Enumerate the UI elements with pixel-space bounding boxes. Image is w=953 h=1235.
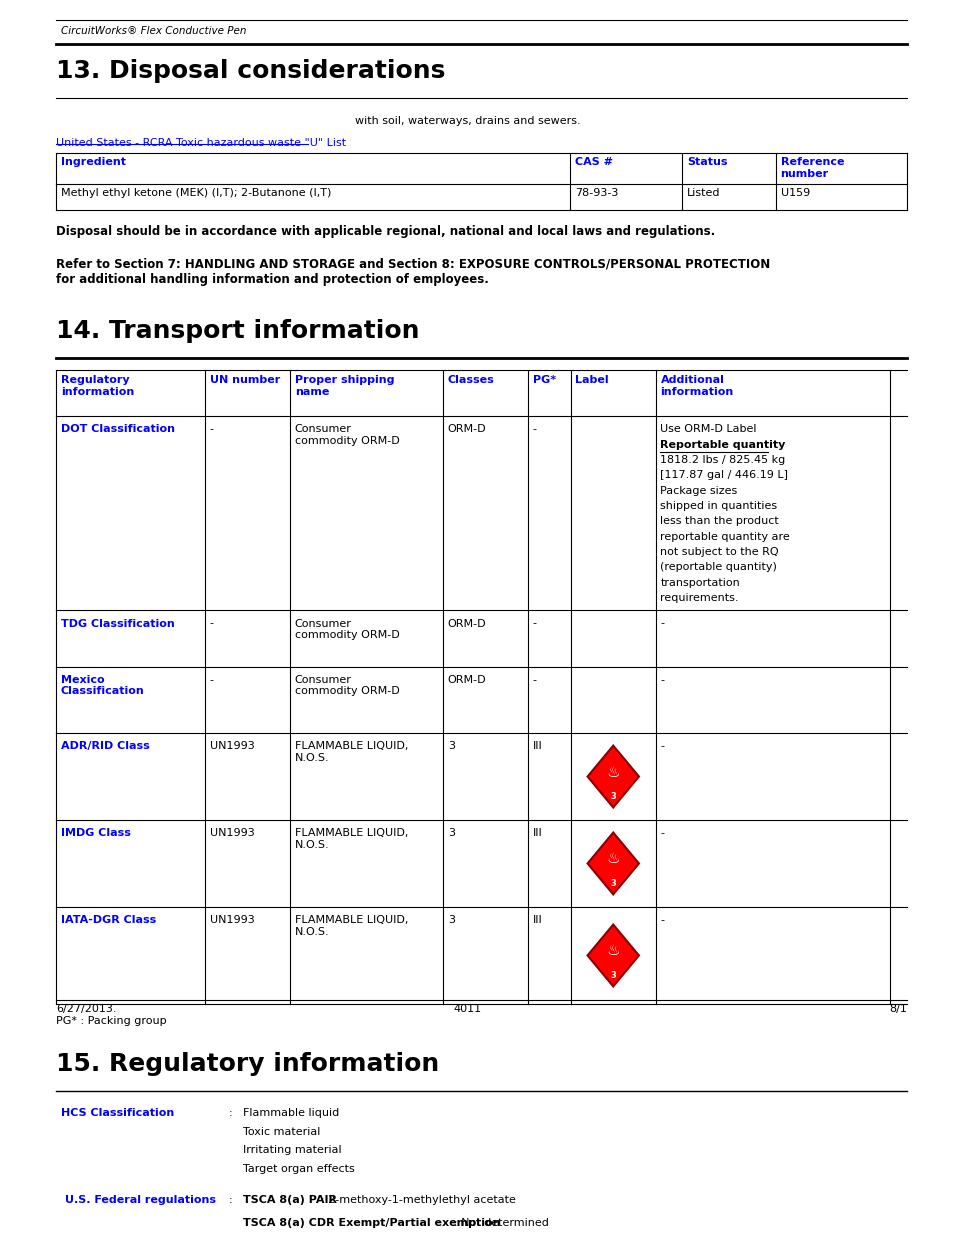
Text: U159: U159	[780, 188, 809, 198]
Text: 78-93-3: 78-93-3	[575, 188, 618, 198]
Text: CAS #: CAS #	[575, 157, 612, 168]
Text: FLAMMABLE LIQUID,
N.O.S.: FLAMMABLE LIQUID, N.O.S.	[294, 829, 408, 850]
Text: UN1993: UN1993	[210, 741, 254, 751]
Text: -: -	[533, 425, 537, 435]
Text: 8/1: 8/1	[888, 1004, 905, 1014]
Text: HCS Classification: HCS Classification	[61, 1108, 173, 1119]
Text: -: -	[210, 674, 213, 685]
Text: Additional
information: Additional information	[659, 375, 733, 396]
Text: Proper shipping
name: Proper shipping name	[294, 375, 394, 396]
Text: U.S. Federal regulations: U.S. Federal regulations	[66, 1195, 216, 1205]
Text: Reference
number: Reference number	[780, 157, 843, 179]
Text: III: III	[533, 741, 542, 751]
Text: Mexico
Classification: Mexico Classification	[61, 674, 144, 697]
Text: Status: Status	[686, 157, 727, 168]
Text: Disposal should be in accordance with applicable regional, national and local la: Disposal should be in accordance with ap…	[56, 225, 715, 238]
Text: Use ORM-D Label: Use ORM-D Label	[659, 425, 756, 435]
Text: 14. Transport information: 14. Transport information	[56, 319, 419, 343]
Text: ORM-D: ORM-D	[447, 425, 486, 435]
Text: ORM-D: ORM-D	[447, 619, 486, 629]
Text: transportation: transportation	[659, 578, 740, 588]
Text: ♨: ♨	[606, 851, 619, 867]
Text: 3: 3	[610, 971, 616, 979]
Text: less than the product: less than the product	[659, 516, 779, 526]
Text: Ingredient: Ingredient	[61, 157, 126, 168]
Polygon shape	[587, 746, 639, 808]
Text: -: -	[659, 619, 663, 629]
Text: -: -	[533, 674, 537, 685]
Text: 3: 3	[447, 829, 455, 839]
Text: Irritating material: Irritating material	[243, 1145, 341, 1155]
Text: 3: 3	[610, 792, 616, 800]
Text: -: -	[210, 425, 213, 435]
Text: :: :	[229, 1108, 233, 1119]
Text: 1818.2 lbs / 825.45 kg: 1818.2 lbs / 825.45 kg	[659, 454, 785, 466]
Text: shipped in quantities: shipped in quantities	[659, 501, 777, 511]
Polygon shape	[587, 832, 639, 894]
Text: : 2-methoxy-1-methylethyl acetate: : 2-methoxy-1-methylethyl acetate	[320, 1195, 516, 1205]
Text: TSCA 8(a) PAIR: TSCA 8(a) PAIR	[243, 1195, 336, 1205]
Text: UN1993: UN1993	[210, 915, 254, 925]
Text: PG*: PG*	[533, 375, 556, 385]
Text: UN number: UN number	[210, 375, 279, 385]
Text: 4011: 4011	[453, 1004, 481, 1014]
Text: -: -	[210, 619, 213, 629]
Text: United States - RCRA Toxic hazardous waste "U" List: United States - RCRA Toxic hazardous was…	[56, 138, 346, 148]
Text: -: -	[533, 619, 537, 629]
Text: Target organ effects: Target organ effects	[243, 1163, 355, 1173]
Text: 15. Regulatory information: 15. Regulatory information	[56, 1052, 439, 1076]
Text: 6/27/2013.: 6/27/2013.	[56, 1004, 116, 1014]
Text: TSCA 8(a) CDR Exempt/Partial exemption: TSCA 8(a) CDR Exempt/Partial exemption	[243, 1218, 500, 1228]
Text: Flammable liquid: Flammable liquid	[243, 1108, 339, 1119]
Text: Listed: Listed	[686, 188, 720, 198]
Polygon shape	[587, 925, 639, 987]
Text: Consumer
commodity ORM-D: Consumer commodity ORM-D	[294, 425, 399, 446]
Text: -: -	[659, 915, 663, 925]
Text: with soil, waterways, drains and sewers.: with soil, waterways, drains and sewers.	[355, 116, 579, 126]
Text: Regulatory
information: Regulatory information	[61, 375, 133, 396]
Text: Classes: Classes	[447, 375, 494, 385]
Text: ADR/RID Class: ADR/RID Class	[61, 741, 150, 751]
Text: Consumer
commodity ORM-D: Consumer commodity ORM-D	[294, 619, 399, 640]
Text: Package sizes: Package sizes	[659, 485, 737, 495]
Text: -: -	[659, 741, 663, 751]
Text: 3: 3	[447, 915, 455, 925]
Text: Toxic material: Toxic material	[243, 1126, 320, 1136]
Text: III: III	[533, 915, 542, 925]
Text: -: -	[659, 674, 663, 685]
Text: not subject to the RQ: not subject to the RQ	[659, 547, 779, 557]
Text: : Not determined: : Not determined	[454, 1218, 549, 1228]
Text: III: III	[533, 829, 542, 839]
Text: [117.87 gal / 446.19 L]: [117.87 gal / 446.19 L]	[659, 471, 787, 480]
Text: (reportable quantity): (reportable quantity)	[659, 562, 777, 572]
Text: -: -	[659, 829, 663, 839]
Text: 3: 3	[447, 741, 455, 751]
Text: 13. Disposal considerations: 13. Disposal considerations	[56, 59, 445, 83]
Text: Refer to Section 7: HANDLING AND STORAGE and Section 8: EXPOSURE CONTROLS/PERSON: Refer to Section 7: HANDLING AND STORAGE…	[56, 258, 769, 285]
Text: CircuitWorks® Flex Conductive Pen: CircuitWorks® Flex Conductive Pen	[61, 26, 246, 36]
Text: 3: 3	[610, 878, 616, 888]
Text: FLAMMABLE LIQUID,
N.O.S.: FLAMMABLE LIQUID, N.O.S.	[294, 741, 408, 763]
Text: IMDG Class: IMDG Class	[61, 829, 131, 839]
Text: ♨: ♨	[606, 764, 619, 779]
Text: Reportable quantity: Reportable quantity	[659, 440, 785, 450]
Text: ORM-D: ORM-D	[447, 674, 486, 685]
Text: Label: Label	[575, 375, 608, 385]
Text: DOT Classification: DOT Classification	[61, 425, 174, 435]
Text: IATA-DGR Class: IATA-DGR Class	[61, 915, 156, 925]
Text: ♨: ♨	[606, 944, 619, 958]
Text: UN1993: UN1993	[210, 829, 254, 839]
Text: FLAMMABLE LIQUID,
N.O.S.: FLAMMABLE LIQUID, N.O.S.	[294, 915, 408, 936]
Text: Methyl ethyl ketone (MEK) (I,T); 2-Butanone (I,T): Methyl ethyl ketone (MEK) (I,T); 2-Butan…	[61, 188, 331, 198]
Text: requirements.: requirements.	[659, 593, 739, 603]
Text: :: :	[229, 1195, 233, 1205]
Text: reportable quantity are: reportable quantity are	[659, 532, 789, 542]
Text: TDG Classification: TDG Classification	[61, 619, 174, 629]
Text: Consumer
commodity ORM-D: Consumer commodity ORM-D	[294, 674, 399, 697]
Text: PG* : Packing group: PG* : Packing group	[56, 1016, 167, 1026]
